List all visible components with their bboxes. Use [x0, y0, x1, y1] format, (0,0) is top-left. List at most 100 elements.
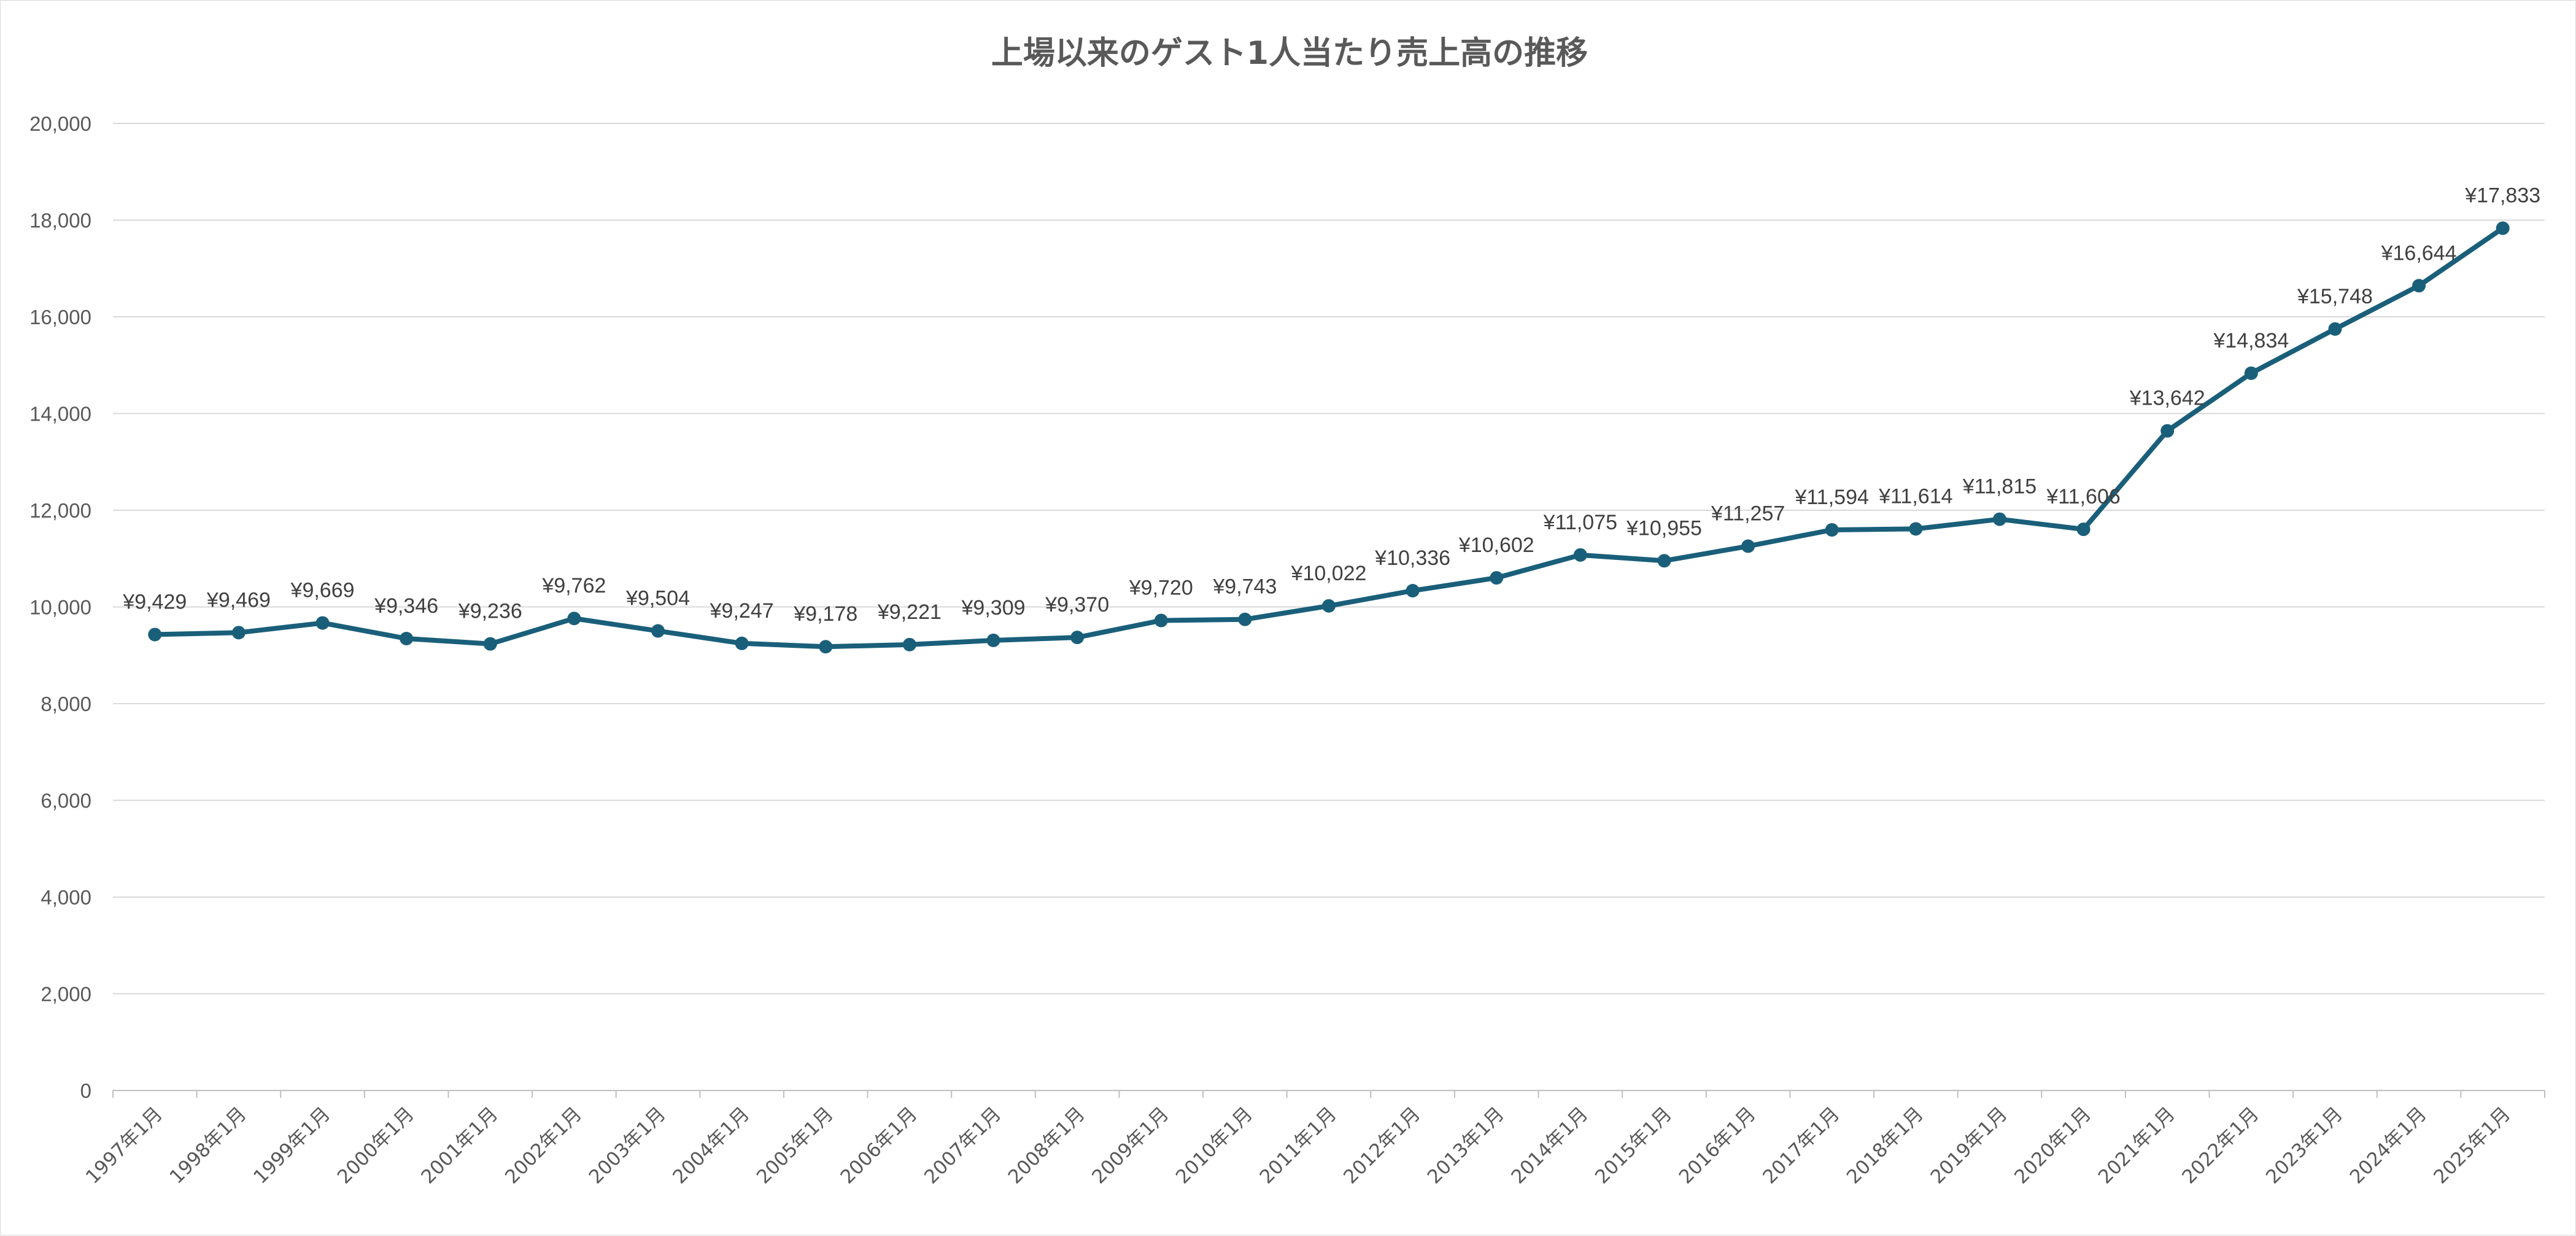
- x-tick-label: 2001年1月: [417, 1103, 502, 1188]
- x-tick-label: 2003年1月: [585, 1103, 670, 1188]
- data-label: ¥10,955: [1626, 516, 1702, 540]
- x-tick-label: 2021年1月: [2094, 1103, 2180, 1188]
- y-tick-label: 4,000: [41, 886, 91, 909]
- data-label: ¥9,236: [458, 600, 522, 623]
- x-tick-label: 2007年1月: [920, 1103, 1005, 1188]
- data-label: ¥9,346: [374, 594, 438, 618]
- x-tick-label: 2014年1月: [1507, 1103, 1592, 1188]
- data-point: [902, 637, 916, 651]
- data-label: ¥9,504: [625, 587, 690, 610]
- data-label: ¥9,370: [1045, 593, 1109, 616]
- data-label: ¥17,833: [2464, 184, 2540, 208]
- x-tick-label: 2012年1月: [1339, 1103, 1425, 1188]
- y-tick-label: 2,000: [41, 983, 91, 1006]
- data-label: ¥9,669: [290, 579, 355, 602]
- data-label: ¥14,834: [2213, 329, 2289, 352]
- y-tick-label: 18,000: [29, 209, 91, 232]
- x-tick-label: 2006年1月: [837, 1103, 922, 1188]
- data-label: ¥9,743: [1212, 575, 1277, 599]
- data-point: [148, 628, 162, 642]
- y-tick-label: 14,000: [29, 403, 91, 426]
- data-point: [1825, 523, 1839, 537]
- x-axis-tick-labels: 1997年1月1998年1月1999年1月2000年1月2001年1月2002年…: [82, 1103, 2515, 1188]
- data-label: ¥11,606: [2046, 485, 2120, 508]
- x-tick-label: 2018年1月: [1843, 1103, 1928, 1188]
- x-tick-label: 2015年1月: [1591, 1103, 1676, 1188]
- x-tick-label: 2010年1月: [1172, 1103, 1257, 1188]
- y-tick-label: 0: [80, 1079, 91, 1102]
- data-point: [2496, 221, 2510, 235]
- data-point: [1070, 631, 1085, 645]
- data-point: [1909, 522, 1923, 536]
- axes: [112, 1090, 2545, 1098]
- data-point: [1238, 612, 1252, 626]
- x-tick-label: 1998年1月: [166, 1103, 251, 1188]
- chart-title: 上場以来のゲスト1人当たり売上高の推移: [991, 35, 1588, 72]
- data-point: [400, 632, 414, 646]
- x-tick-label: 2009年1月: [1088, 1103, 1173, 1188]
- data-label: ¥10,336: [1374, 546, 1450, 570]
- x-tick-label: 2013年1月: [1423, 1103, 1509, 1188]
- y-tick-label: 16,000: [29, 306, 91, 328]
- x-tick-label: 2011年1月: [1256, 1103, 1341, 1188]
- data-point: [2160, 424, 2175, 438]
- x-tick-label: 2025年1月: [2429, 1103, 2515, 1188]
- data-point: [819, 640, 833, 654]
- data-label: ¥9,429: [122, 590, 187, 613]
- y-tick-label: 20,000: [29, 112, 91, 135]
- data-point: [1154, 613, 1168, 628]
- data-point: [231, 626, 246, 640]
- data-label: ¥11,075: [1543, 511, 1617, 534]
- data-point: [1573, 548, 1587, 562]
- y-tick-label: 6,000: [41, 790, 91, 812]
- series: [148, 221, 2510, 654]
- data-label: ¥9,178: [793, 602, 857, 626]
- x-tick-label: 1999年1月: [249, 1103, 335, 1188]
- data-label: ¥15,748: [2297, 285, 2373, 308]
- data-label: ¥11,815: [1962, 475, 2036, 499]
- data-point: [2412, 279, 2426, 293]
- x-tick-label: 2008年1月: [1004, 1103, 1089, 1188]
- x-tick-label: 2020年1月: [2010, 1103, 2095, 1188]
- data-label: ¥11,594: [1795, 486, 1869, 509]
- data-point: [1992, 512, 2006, 526]
- data-label: ¥9,309: [961, 596, 1026, 620]
- data-point: [1490, 571, 1504, 585]
- x-tick-label: 1997年1月: [82, 1103, 167, 1188]
- x-tick-label: 2017年1月: [1758, 1103, 1844, 1188]
- data-label: ¥10,602: [1458, 534, 1534, 557]
- y-axis-tick-labels: 0 2,000 4,000 6,000 8,000 10,000 12,000 14,000 1…: [29, 112, 91, 1102]
- data-label: ¥9,247: [710, 599, 774, 623]
- data-point: [2076, 523, 2091, 537]
- data-point: [567, 612, 581, 626]
- x-tick-label: 2002年1月: [501, 1103, 586, 1188]
- x-tick-label: 2000年1月: [333, 1103, 419, 1188]
- data-point: [315, 616, 330, 630]
- data-point: [1657, 554, 1671, 568]
- x-tick-label: 2005年1月: [752, 1103, 838, 1188]
- y-tick-label: 8,000: [41, 693, 91, 715]
- data-label: ¥16,644: [2381, 241, 2457, 265]
- x-tick-label: 2004年1月: [668, 1103, 754, 1188]
- data-point: [2328, 322, 2342, 336]
- data-label: ¥9,221: [877, 601, 942, 624]
- data-label: ¥11,257: [1711, 502, 1785, 526]
- data-point: [2244, 366, 2258, 380]
- data-label: ¥11,614: [1878, 484, 1952, 508]
- y-tick-label: 12,000: [29, 499, 91, 522]
- data-label: ¥10,022: [1291, 562, 1367, 585]
- data-label: ¥9,762: [541, 574, 606, 597]
- x-tick-label: 2023年1月: [2262, 1103, 2347, 1188]
- x-tick-label: 2022年1月: [2178, 1103, 2263, 1188]
- data-point: [483, 637, 497, 651]
- x-tick-label: 2019年1月: [1927, 1103, 2012, 1188]
- y-tick-label: 10,000: [29, 596, 91, 619]
- data-point: [735, 636, 749, 650]
- x-tick-label: 2016年1月: [1675, 1103, 1760, 1188]
- data-labels: ¥9,429 ¥9,469 ¥9,669 ¥9,346 ¥9,236 ¥9,762 ¥9,5…: [122, 184, 2540, 626]
- data-point: [1322, 599, 1336, 613]
- data-label: ¥9,720: [1129, 577, 1193, 600]
- data-point: [986, 633, 1000, 647]
